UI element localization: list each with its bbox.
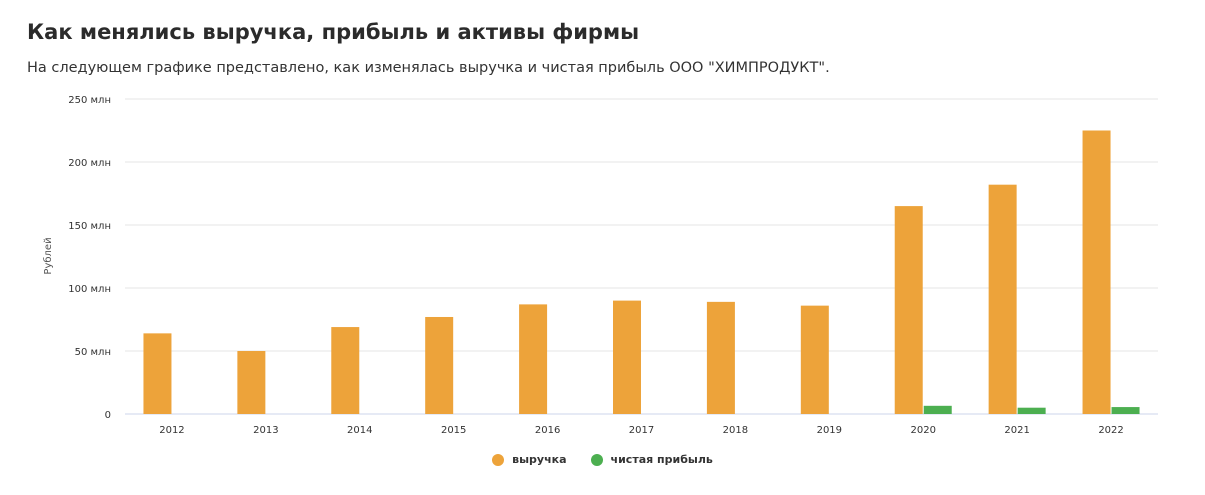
- x-tick-label: 2021: [1004, 425, 1029, 436]
- legend-marker-net-profit: [590, 453, 603, 466]
- chart-title: Как менялись выручка, прибыль и активы ф…: [27, 20, 640, 44]
- bar-revenue: [237, 351, 266, 414]
- legend-marker-revenue: [492, 453, 505, 466]
- bar-revenue: [894, 206, 923, 414]
- legend-item-revenue[interactable]: выручка: [492, 453, 567, 466]
- legend-label-revenue: выручка: [512, 453, 567, 466]
- bar-net-profit: [1111, 407, 1140, 414]
- bar-revenue: [519, 304, 548, 414]
- bar-revenue: [1082, 130, 1111, 414]
- y-tick-label: 200 млн: [68, 158, 111, 169]
- x-tick-label: 2013: [253, 425, 278, 436]
- x-tick-label: 2019: [817, 425, 842, 436]
- x-tick-label: 2015: [441, 425, 466, 436]
- x-tick-label: 2022: [1098, 425, 1123, 436]
- y-tick-label: 0: [105, 410, 111, 421]
- bar-revenue: [706, 301, 735, 414]
- x-tick-label: 2017: [629, 425, 654, 436]
- bar-net-profit: [1017, 407, 1046, 414]
- legend-label-net-profit: чистая прибыль: [610, 453, 713, 466]
- chart-subtitle: На следующем графике представлено, как и…: [27, 60, 830, 76]
- x-tick-label: 2018: [723, 425, 748, 436]
- bar-revenue: [425, 316, 454, 414]
- bar-revenue: [800, 305, 829, 414]
- y-tick-label: 250 млн: [68, 95, 111, 106]
- x-tick-label: 2020: [911, 425, 936, 436]
- revenue-profit-chart: 0 50 млн 100 млн 150 млн 200 млн 250 млн Рубле…: [43, 95, 1158, 436]
- y-tick-label: 100 млн: [68, 284, 111, 295]
- chart-legend: выручка чистая прибыль: [0, 453, 1205, 466]
- y-tick-label: 50 млн: [75, 347, 111, 358]
- bar-revenue: [988, 184, 1017, 414]
- x-tick-label: 2012: [159, 425, 184, 436]
- x-tick-label: 2016: [535, 425, 560, 436]
- bar-revenue: [331, 327, 360, 414]
- bar-net-profit: [923, 405, 952, 414]
- x-tick-label: 2014: [347, 425, 372, 436]
- y-axis-title: Рублей: [43, 237, 54, 274]
- bar-revenue: [143, 333, 172, 414]
- legend-item-net-profit[interactable]: чистая прибыль: [590, 453, 713, 466]
- y-tick-label: 150 млн: [68, 221, 111, 232]
- bar-revenue: [613, 300, 641, 414]
